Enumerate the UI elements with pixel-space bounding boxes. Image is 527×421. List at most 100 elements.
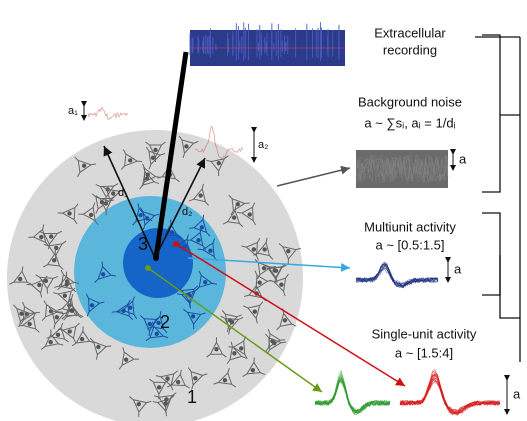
neuron bbox=[46, 322, 69, 343]
a2-label: a₂ bbox=[258, 139, 268, 151]
neuron-body bbox=[197, 238, 218, 262]
trace bbox=[314, 374, 391, 414]
neuron-nucleus bbox=[196, 238, 201, 243]
neuron-body bbox=[118, 347, 139, 370]
neuron-body bbox=[102, 186, 125, 206]
d2-label: d₂ bbox=[182, 206, 192, 218]
neuron-nucleus bbox=[89, 303, 95, 308]
neuron bbox=[197, 238, 218, 262]
neuron-body bbox=[228, 194, 250, 216]
trace bbox=[399, 376, 501, 413]
neuron-body bbox=[159, 219, 183, 240]
neuron bbox=[54, 271, 77, 293]
neuron bbox=[220, 315, 244, 335]
trace bbox=[355, 154, 449, 183]
trace bbox=[355, 155, 449, 183]
neuron-body bbox=[263, 263, 287, 284]
brackets bbox=[475, 34, 521, 362]
electrode bbox=[153, 51, 189, 259]
neuron-nucleus bbox=[55, 332, 61, 337]
neuron-body bbox=[71, 326, 95, 347]
neuron-nucleus bbox=[208, 248, 213, 253]
neuron-body bbox=[242, 357, 266, 377]
trace bbox=[194, 125, 244, 159]
neuron-body bbox=[78, 202, 99, 226]
trace bbox=[355, 154, 449, 184]
neuron-nucleus bbox=[198, 193, 203, 198]
neuron bbox=[265, 333, 287, 355]
neuron-nucleus bbox=[193, 376, 198, 381]
neuron-body bbox=[152, 394, 175, 417]
neuron bbox=[252, 237, 274, 260]
waveforms bbox=[87, 22, 501, 416]
neuron-nucleus bbox=[175, 379, 181, 385]
neuron-body bbox=[172, 234, 193, 257]
neuron-body bbox=[46, 322, 69, 343]
neuron-nucleus bbox=[121, 308, 126, 314]
neuron-nucleus bbox=[163, 401, 168, 406]
neuron-nucleus bbox=[43, 278, 49, 284]
neuron bbox=[222, 205, 244, 228]
neuron-body bbox=[213, 368, 237, 388]
neuron-body bbox=[185, 227, 207, 250]
neuron-nucleus bbox=[216, 160, 222, 166]
neuron-nucleus bbox=[54, 315, 59, 320]
zone-label: 1 bbox=[187, 387, 197, 407]
neuron bbox=[152, 394, 175, 417]
neuron-body bbox=[183, 308, 206, 330]
neuron bbox=[63, 298, 84, 321]
neuron-body bbox=[195, 270, 218, 291]
neuron-body bbox=[155, 370, 178, 391]
neuron bbox=[13, 304, 35, 327]
neuron-body bbox=[145, 321, 169, 342]
neuron-nucleus bbox=[39, 234, 44, 240]
neuron-nucleus bbox=[238, 346, 244, 351]
arrow-multi bbox=[187, 257, 351, 272]
neuron bbox=[74, 156, 97, 177]
neuron-nucleus bbox=[79, 336, 85, 342]
neuron bbox=[189, 214, 211, 237]
neuron-body bbox=[35, 274, 59, 294]
neuron-body bbox=[141, 163, 161, 187]
neuron bbox=[243, 301, 264, 324]
neuron bbox=[228, 194, 250, 216]
neuron-body bbox=[94, 261, 116, 284]
neuron bbox=[237, 202, 257, 226]
neuron-body bbox=[53, 287, 76, 308]
neuron-nucleus bbox=[229, 319, 235, 325]
neuron bbox=[139, 315, 161, 337]
neuron-body bbox=[111, 299, 134, 321]
neuron-body bbox=[206, 155, 229, 176]
neuron bbox=[94, 261, 116, 284]
neuron bbox=[78, 202, 99, 226]
neuron-nucleus bbox=[261, 265, 267, 271]
neuron-body bbox=[176, 287, 199, 309]
neuron-nucleus bbox=[52, 258, 57, 263]
neuron-nucleus bbox=[136, 401, 141, 407]
neuron bbox=[145, 141, 166, 162]
amp-markers bbox=[81, 101, 510, 415]
neuron-body bbox=[189, 214, 211, 237]
neuron-body bbox=[85, 293, 105, 317]
neuron bbox=[185, 227, 207, 250]
neuron-body bbox=[48, 306, 69, 329]
neuron-nucleus bbox=[169, 230, 175, 235]
neuron-nucleus bbox=[257, 280, 262, 285]
neuron-body bbox=[117, 296, 138, 320]
neuron-nucleus bbox=[153, 147, 158, 153]
recording-label: Extracellular bbox=[374, 25, 446, 40]
neuron bbox=[195, 270, 218, 291]
neuron-body bbox=[120, 149, 143, 170]
neuron bbox=[166, 369, 190, 389]
neuron-body bbox=[41, 300, 64, 321]
neuron-body bbox=[92, 193, 114, 214]
arrow-noise bbox=[276, 165, 351, 187]
neuron bbox=[269, 273, 289, 297]
neuron bbox=[159, 219, 183, 240]
neuron bbox=[53, 287, 76, 308]
noise-title: Background noise bbox=[358, 94, 462, 109]
neuron-nucleus bbox=[64, 282, 69, 287]
neuron-nucleus bbox=[154, 331, 159, 337]
neuron-body bbox=[269, 273, 289, 297]
neuron bbox=[129, 396, 152, 417]
